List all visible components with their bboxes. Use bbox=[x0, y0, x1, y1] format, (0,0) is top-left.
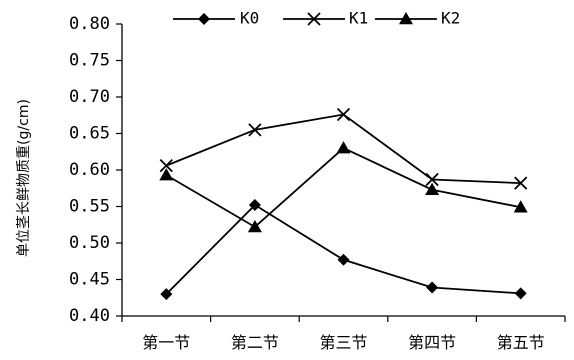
legend-label: K1 bbox=[349, 9, 368, 28]
y-tick-label: 0.45 bbox=[69, 270, 110, 290]
data-point-k1-stroke-b bbox=[248, 123, 262, 137]
y-axis-title-group: 单位茎长鲜物质重(g/cm) bbox=[16, 99, 32, 257]
legend-marker-k1 bbox=[307, 12, 321, 26]
y-ticks: 0.40 0.45 0.50 0.55 0.60 0.65 0.70 0.75 0.80 bbox=[69, 14, 122, 326]
legend-label: K0 bbox=[240, 9, 259, 28]
y-axis-title: 单位茎长鲜物质重(g/cm) bbox=[16, 99, 32, 257]
data-point-k1-stroke-b bbox=[336, 107, 351, 122]
data-point-k0 bbox=[514, 287, 527, 300]
data-point-k1 bbox=[248, 123, 262, 137]
data-point-k2 bbox=[513, 200, 528, 213]
series-line-k2 bbox=[165, 147, 521, 229]
y-tick-label: 0.80 bbox=[69, 14, 110, 34]
x-ticks: 第一节 第二节 第三节 第四节 第五节 bbox=[121, 316, 566, 352]
data-point-k2 bbox=[425, 182, 440, 195]
legend-marker-k0 bbox=[198, 13, 210, 25]
series-line-k0 bbox=[165, 203, 521, 295]
y-tick-label: 0.55 bbox=[69, 197, 110, 217]
legend-item-k0: K0 bbox=[173, 9, 259, 28]
data-point-k1-stroke-b bbox=[159, 158, 173, 173]
data-point-k1-stroke-b bbox=[425, 172, 439, 187]
legend-item-k1: K1 bbox=[283, 9, 368, 28]
data-point-k1-stroke-b bbox=[514, 176, 528, 190]
x-tick-label: 第一节 bbox=[142, 333, 190, 352]
data-point-k0 bbox=[248, 199, 261, 212]
data-point-k2 bbox=[159, 168, 174, 181]
y-tick-label: 0.70 bbox=[69, 87, 110, 107]
y-tick-label: 0.50 bbox=[69, 233, 110, 253]
legend: K0 K1 K2 bbox=[173, 9, 460, 28]
y-tick-label: 0.65 bbox=[69, 124, 110, 144]
y-tick-label: 0.75 bbox=[69, 51, 110, 71]
legend-marker-k2 bbox=[399, 12, 413, 25]
y-tick-label: 0.40 bbox=[69, 306, 110, 326]
data-point-k1 bbox=[159, 158, 173, 173]
x-tick-label: 第三节 bbox=[319, 333, 367, 352]
x-tick-label: 第二节 bbox=[231, 333, 279, 352]
series-k2 bbox=[159, 141, 528, 233]
legend-item-k2: K2 bbox=[375, 9, 460, 28]
data-point-k1 bbox=[425, 172, 439, 187]
legend-label: K2 bbox=[441, 9, 460, 28]
data-point-k0 bbox=[337, 253, 350, 266]
data-point-k0 bbox=[426, 281, 439, 294]
data-point-k1 bbox=[514, 176, 528, 190]
data-point-k0 bbox=[160, 288, 173, 301]
data-point-k2 bbox=[336, 141, 351, 154]
x-tick-label: 第五节 bbox=[497, 333, 545, 352]
legend-marker-k1-stroke-b bbox=[307, 12, 321, 26]
data-point-k2 bbox=[247, 219, 262, 233]
series bbox=[159, 107, 528, 301]
data-point-k1 bbox=[336, 107, 351, 122]
x-tick-label: 第四节 bbox=[408, 333, 456, 352]
series-k1 bbox=[159, 107, 528, 190]
y-tick-label: 0.60 bbox=[69, 160, 110, 180]
series-k0 bbox=[160, 199, 527, 301]
